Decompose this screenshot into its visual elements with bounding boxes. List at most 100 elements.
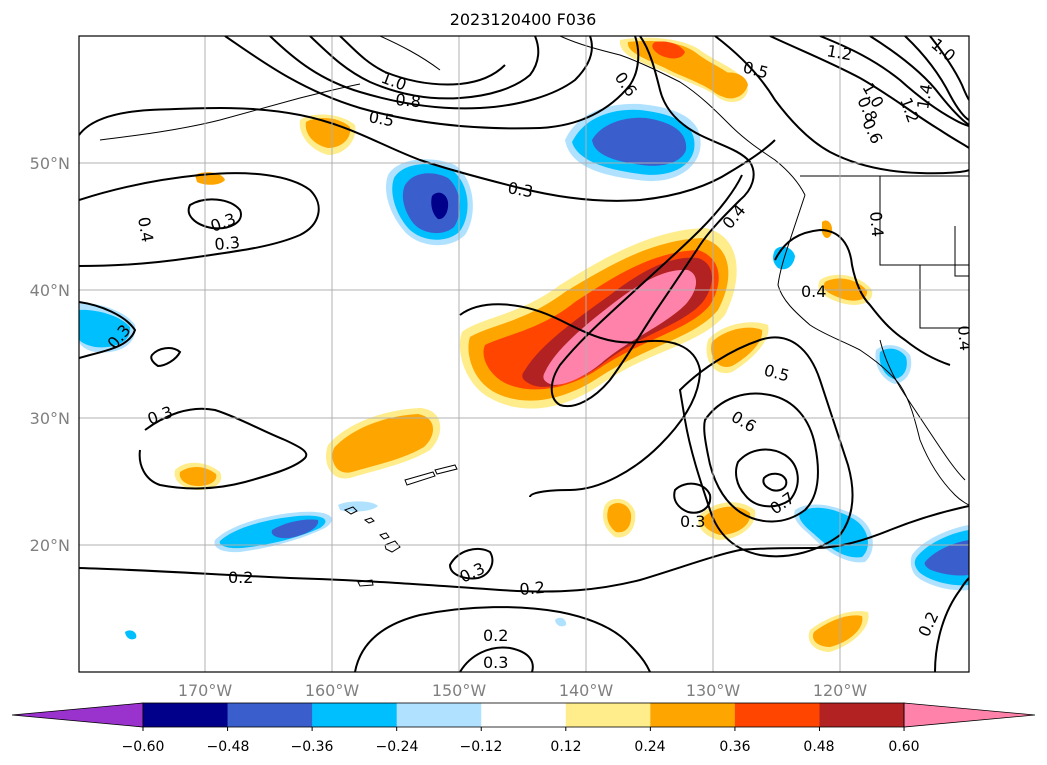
coast-alaska bbox=[379, 36, 806, 196]
contour-03-small-w bbox=[150, 347, 182, 368]
colorbar-tick: −0.48 bbox=[207, 739, 250, 755]
contour-label: 0.3 bbox=[680, 512, 705, 531]
colorbar-tick-labels: −0.60 −0.48 −0.36 −0.24 −0.12 0.12 0.24 … bbox=[122, 739, 920, 755]
map-frame bbox=[78, 35, 970, 673]
colorbar-segment bbox=[734, 703, 820, 727]
contour-label: 0.2 bbox=[483, 626, 508, 645]
lat-label: 40°N bbox=[30, 281, 70, 300]
latitude-labels: 50°N 40°N 30°N 20°N bbox=[30, 154, 70, 555]
colorbar-segment bbox=[650, 703, 736, 727]
contour-label: 0.8 bbox=[395, 90, 422, 111]
shading-positive-patch-south-3-orange bbox=[812, 615, 863, 647]
contour-north-1 bbox=[224, 36, 640, 130]
coastlines bbox=[99, 36, 969, 587]
colorbar-tick: −0.12 bbox=[460, 739, 503, 755]
contour-03-west bbox=[79, 172, 320, 267]
contour-03-small bbox=[187, 198, 242, 230]
contour-label: 0.5 bbox=[367, 107, 395, 130]
shading-negative-nw-navy bbox=[431, 192, 449, 220]
colorbar-tick: 0.60 bbox=[888, 739, 919, 755]
longitude-labels: 170°W 160°W 150°W 140°W 130°W 120°W bbox=[178, 681, 868, 700]
contour-05-center bbox=[678, 336, 854, 558]
contour-label: 0.3 bbox=[506, 178, 534, 201]
colorbar-tick: 0.24 bbox=[634, 739, 665, 755]
map-title: 2023120400 F036 bbox=[450, 10, 597, 29]
lat-label: 50°N bbox=[30, 154, 70, 173]
contour-label: 0.3 bbox=[214, 233, 241, 254]
colorbar-segment bbox=[481, 703, 567, 727]
contour-03-west-edge bbox=[79, 301, 137, 359]
colorbar-segment bbox=[143, 703, 229, 727]
shading-negative-south-blue bbox=[271, 519, 319, 539]
shading-positive-pink bbox=[543, 269, 697, 385]
contour-label: 0.4 bbox=[954, 325, 975, 352]
contour-north-2 bbox=[269, 36, 593, 110]
shaded-anomaly-field bbox=[79, 37, 969, 652]
lat-label: 20°N bbox=[30, 536, 70, 555]
contour-05-east bbox=[714, 36, 969, 175]
colorbar-segment bbox=[227, 703, 313, 727]
graticule bbox=[79, 36, 969, 672]
shading-negative-tiny-1 bbox=[125, 630, 137, 640]
contour-label: 0.3 bbox=[483, 653, 508, 672]
contour-04-main bbox=[550, 36, 755, 408]
colorbar-tick: −0.24 bbox=[376, 739, 419, 755]
border-states bbox=[879, 176, 969, 329]
lon-label: 150°W bbox=[432, 681, 487, 700]
contour-04-west bbox=[774, 228, 951, 366]
colorbar-segment bbox=[819, 703, 905, 727]
coast-aleutians bbox=[99, 83, 361, 141]
contour-06 bbox=[703, 392, 819, 523]
contour-02-south bbox=[79, 505, 969, 593]
colorbar-outline bbox=[142, 702, 905, 728]
coast-hawaii bbox=[343, 506, 401, 553]
contour-north-4 bbox=[339, 36, 506, 86]
contour-east-1 bbox=[769, 36, 969, 149]
lon-label: 170°W bbox=[178, 681, 233, 700]
colorbar-tick: 0.36 bbox=[719, 739, 750, 755]
shading-negative-east-2-blue bbox=[924, 540, 969, 576]
colorbar-segment bbox=[312, 703, 398, 727]
contour-east-4 bbox=[904, 36, 969, 121]
contour-label: 0.4 bbox=[801, 282, 826, 301]
contour-label: 0.2 bbox=[228, 568, 253, 587]
shading-negative-tiny-2 bbox=[555, 617, 567, 627]
contour-east-2 bbox=[819, 36, 969, 127]
contour-07 bbox=[735, 448, 799, 508]
coast-westcoast bbox=[777, 194, 969, 506]
lon-label: 130°W bbox=[686, 681, 741, 700]
contour-label: 0.4 bbox=[134, 215, 157, 243]
shading-negative-west-edge-cyan bbox=[79, 309, 131, 348]
contour-03-center bbox=[459, 303, 702, 498]
shading-negative-socal-cyan bbox=[879, 348, 907, 379]
lon-label: 140°W bbox=[559, 681, 614, 700]
contour-03-south bbox=[138, 407, 308, 490]
contour-north-3 bbox=[309, 36, 540, 100]
colorbar-segment bbox=[565, 703, 651, 727]
shading-positive-patch-west-orange bbox=[179, 466, 217, 486]
shading-positive-patch-south-1-orange bbox=[702, 506, 751, 535]
lon-label: 120°W bbox=[813, 681, 868, 700]
contour-03-north bbox=[79, 106, 776, 202]
contour-label-group: 1.2 1.0 0.8 0.6 1.2 1.4 1.0 0.5 0.6 0.8 … bbox=[104, 36, 975, 672]
lat-label: 30°N bbox=[30, 409, 70, 428]
contour-02-east bbox=[934, 577, 969, 672]
contour-east-3 bbox=[869, 36, 969, 126]
contour-label: 0.2 bbox=[519, 578, 546, 599]
colorbar-tick: 0.12 bbox=[550, 739, 581, 755]
contour-08 bbox=[762, 472, 788, 492]
contour-02-south-2 bbox=[354, 606, 651, 672]
colorbar bbox=[11, 702, 1036, 731]
shading-positive-patch-small-2 bbox=[822, 220, 833, 238]
colorbar-extend-low bbox=[11, 702, 144, 728]
colorbar-tick: −0.60 bbox=[122, 739, 165, 755]
contour-03-bottom bbox=[459, 646, 534, 672]
lon-label: 160°W bbox=[305, 681, 360, 700]
colorbar-tick: 0.48 bbox=[803, 739, 834, 755]
shading-positive-patch-small-3 bbox=[715, 72, 748, 99]
colorbar-segment bbox=[396, 703, 482, 727]
contour-label: 0.4 bbox=[866, 211, 887, 238]
shading-positive-patch-south-2-orange bbox=[607, 502, 632, 533]
contour-lines bbox=[79, 36, 969, 672]
